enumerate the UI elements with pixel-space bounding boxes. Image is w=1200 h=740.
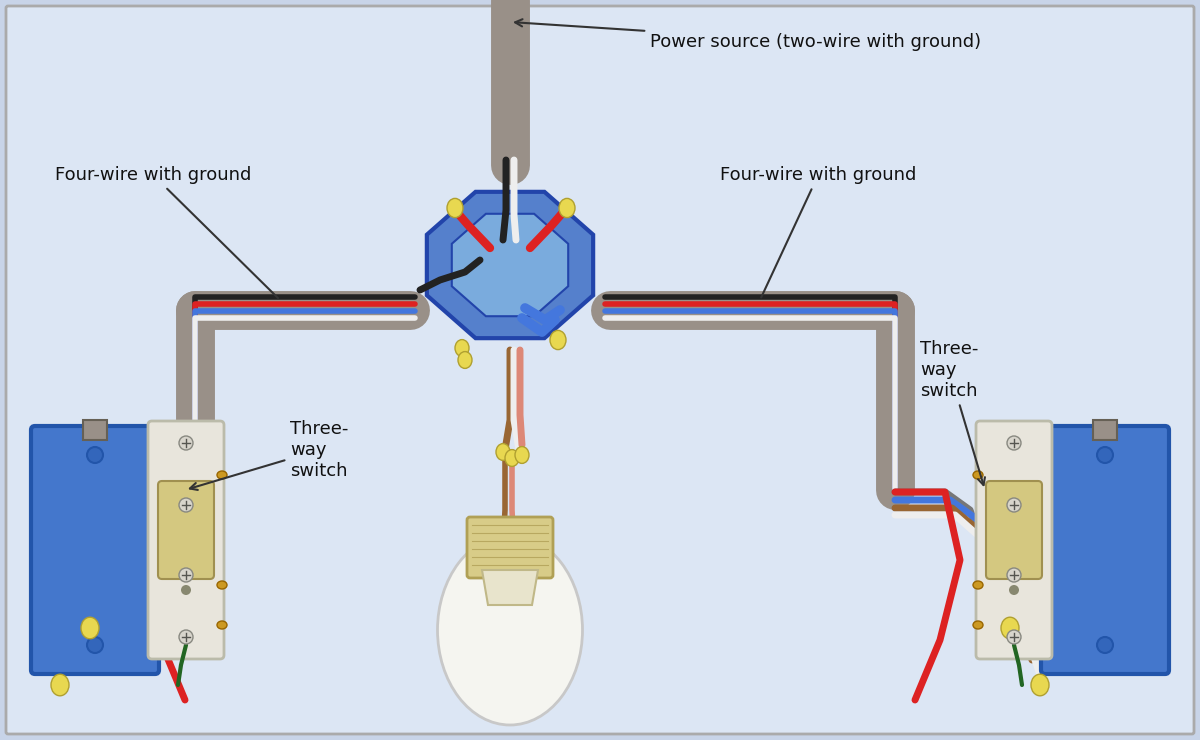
Ellipse shape — [550, 330, 566, 349]
Circle shape — [1007, 436, 1021, 450]
FancyBboxPatch shape — [31, 426, 160, 674]
Bar — [83, 420, 107, 440]
Circle shape — [1007, 630, 1021, 644]
Ellipse shape — [446, 198, 463, 218]
FancyBboxPatch shape — [986, 481, 1042, 579]
Circle shape — [179, 436, 193, 450]
Polygon shape — [427, 192, 593, 338]
Text: Three-
way
switch: Three- way switch — [190, 420, 348, 490]
Text: Power source (two-wire with ground): Power source (two-wire with ground) — [515, 19, 982, 51]
Ellipse shape — [1031, 674, 1049, 696]
Ellipse shape — [496, 443, 510, 460]
Circle shape — [1009, 585, 1019, 595]
Polygon shape — [451, 214, 569, 316]
Ellipse shape — [1001, 617, 1019, 639]
Ellipse shape — [455, 340, 469, 357]
Ellipse shape — [217, 621, 227, 629]
Ellipse shape — [973, 471, 983, 479]
Text: Four-wire with ground: Four-wire with ground — [720, 166, 917, 297]
Ellipse shape — [973, 581, 983, 589]
Circle shape — [1097, 447, 1112, 463]
FancyBboxPatch shape — [6, 6, 1194, 734]
FancyBboxPatch shape — [148, 421, 224, 659]
Ellipse shape — [82, 617, 100, 639]
Circle shape — [1097, 637, 1112, 653]
Bar — [1093, 420, 1117, 440]
Ellipse shape — [973, 621, 983, 629]
Text: Four-wire with ground: Four-wire with ground — [55, 166, 278, 298]
FancyBboxPatch shape — [976, 421, 1052, 659]
Circle shape — [88, 447, 103, 463]
Ellipse shape — [458, 352, 472, 369]
Circle shape — [179, 568, 193, 582]
Text: Three-
way
switch: Three- way switch — [920, 340, 985, 485]
Ellipse shape — [515, 447, 529, 463]
Circle shape — [1007, 568, 1021, 582]
Ellipse shape — [52, 674, 70, 696]
Circle shape — [179, 498, 193, 512]
Ellipse shape — [438, 535, 582, 725]
Circle shape — [1007, 498, 1021, 512]
Ellipse shape — [559, 198, 575, 218]
Ellipse shape — [217, 471, 227, 479]
Polygon shape — [482, 570, 538, 605]
Ellipse shape — [217, 581, 227, 589]
Circle shape — [179, 630, 193, 644]
Circle shape — [181, 585, 191, 595]
Circle shape — [88, 637, 103, 653]
FancyBboxPatch shape — [1040, 426, 1169, 674]
FancyBboxPatch shape — [467, 517, 553, 578]
FancyBboxPatch shape — [158, 481, 214, 579]
Ellipse shape — [505, 450, 520, 466]
